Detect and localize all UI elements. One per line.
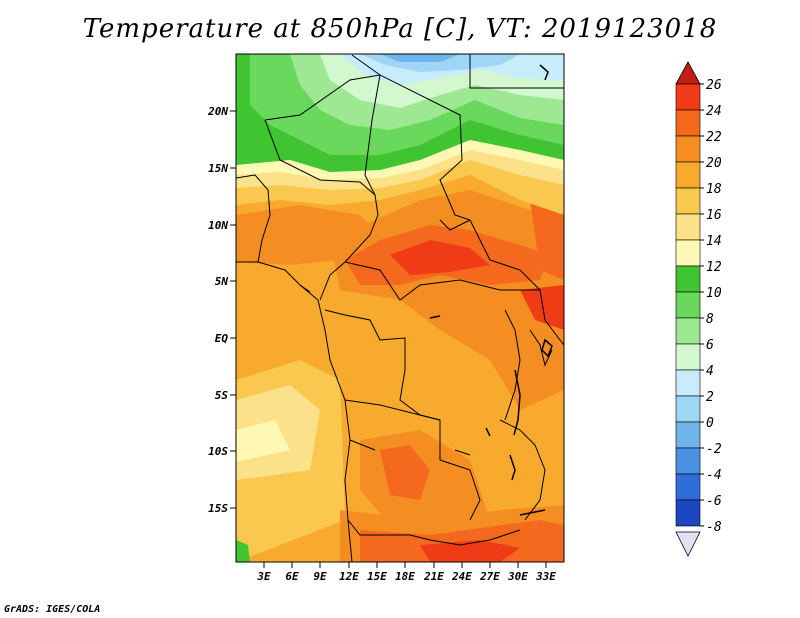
colorbar-label: -2 (706, 442, 722, 457)
lakes (429, 64, 553, 516)
colorbar-label: -4 (706, 468, 722, 483)
field-hot-core-26 (390, 240, 490, 275)
colorbar-label: 22 (706, 130, 722, 145)
colorbar-swatch (675, 187, 701, 215)
colorbar-label: -8 (706, 520, 722, 535)
colorbar-swatches (675, 83, 701, 527)
colorbar-label: 8 (706, 312, 714, 327)
colorbar-bottom-arrow (675, 531, 701, 557)
colorbar-label: 24 (706, 104, 722, 119)
colorbar-swatch (675, 109, 701, 137)
colorbar-swatch (675, 343, 701, 371)
lon-label-3e: 3E (256, 570, 271, 583)
colorbar-label: 0 (706, 416, 714, 431)
lon-label-24e: 24E (451, 570, 472, 583)
colorbar-swatch (675, 395, 701, 423)
temperature-field (236, 54, 564, 562)
colorbar-swatch (675, 161, 701, 189)
lon-label-9e: 9E (313, 570, 327, 583)
latitude-axis: 20N 15N 10N 5N EQ 5S 10S 15S (207, 105, 236, 515)
colorbar-swatch (675, 473, 701, 501)
colorbar-swatch (675, 421, 701, 449)
lat-label-20n: 20N (207, 105, 228, 118)
colorbar-swatch (675, 239, 701, 267)
lat-label-5s: 5S (215, 389, 229, 402)
colorbar-label: 2 (706, 390, 714, 405)
lat-label-15n: 15N (208, 162, 228, 175)
lon-label-27e: 27E (479, 570, 500, 583)
chart-title: Temperature at 850hPa [C], VT: 201912301… (82, 14, 718, 44)
lat-label-10n: 10N (208, 219, 228, 232)
colorbar-label: 16 (706, 208, 722, 223)
lon-label-21e: 21E (423, 570, 444, 583)
colorbar-label: 26 (706, 78, 722, 93)
lat-label-10s: 10S (208, 445, 228, 458)
colorbar-swatch (675, 317, 701, 345)
field-sw-corner-12 (236, 540, 250, 562)
colorbar-label: 12 (706, 260, 722, 275)
country-borders (236, 54, 564, 562)
lon-label-33e: 33E (535, 570, 556, 583)
colorbar-top-arrow (675, 61, 701, 85)
lon-label-18e: 18E (395, 570, 415, 583)
map-frame (235, 53, 565, 563)
colorbar-label: 18 (706, 182, 722, 197)
lon-label-30e: 30E (507, 570, 528, 583)
field-east-24 (530, 190, 564, 280)
longitude-axis: 3E 6E 9E 12E 15E 18E 21E 24E 27E 30E 33E (256, 562, 556, 583)
field-east-26 (520, 285, 564, 330)
colorbar-swatch (675, 499, 701, 527)
field-south-24 (380, 445, 430, 500)
lat-label-5n: 5N (215, 275, 229, 288)
colorbar-swatch (675, 369, 701, 397)
colorbar-label: 6 (706, 338, 714, 353)
lat-label-15s: 15S (208, 502, 228, 515)
footer-credit: GrADS: IGES/COLA (4, 604, 101, 615)
colorbar-label: 10 (706, 286, 722, 301)
lon-label-6e: 6E (285, 570, 299, 583)
field-north-0 (380, 54, 460, 62)
colorbar-swatch (675, 291, 701, 319)
field-farsouth-26 (420, 540, 520, 562)
colorbar-label: 4 (706, 364, 714, 379)
colorbar-label: 14 (706, 234, 722, 249)
colorbar-label: 20 (706, 156, 722, 171)
colorbar-swatch (675, 213, 701, 241)
colorbar-swatch (675, 447, 701, 475)
field-sw-14 (236, 420, 290, 462)
colorbar-swatch (675, 135, 701, 163)
field-west-22 (236, 205, 380, 265)
colorbar-swatch (675, 83, 701, 111)
lat-label-eq: EQ (215, 332, 229, 345)
colorbar-swatch (675, 265, 701, 293)
lon-label-15e: 15E (367, 570, 387, 583)
colorbar-label: -6 (706, 494, 722, 509)
lon-label-12e: 12E (339, 570, 359, 583)
